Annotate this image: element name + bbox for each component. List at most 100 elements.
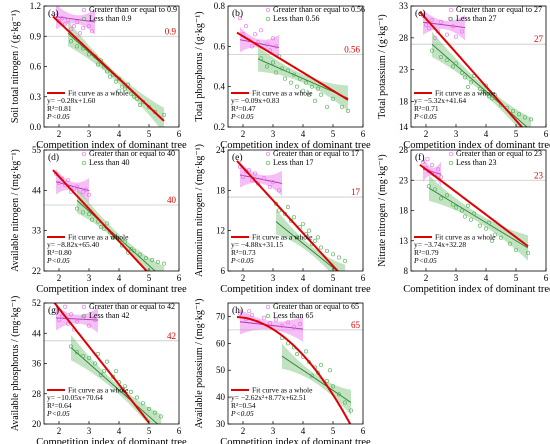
legend-label-high: Greater than or equal to 40: [89, 149, 175, 158]
point-low: [318, 362, 323, 367]
point-high: [81, 26, 86, 31]
point-low: [450, 64, 455, 69]
y-axis-label: Ammonium nitrogen / (mg·kg⁻¹): [194, 144, 205, 277]
fit-equation: y= −8.82x+65.40: [47, 240, 99, 249]
point-low: [528, 117, 533, 122]
point-low: [147, 406, 152, 411]
legend-marker-high: [448, 7, 454, 13]
plot-area: [44, 303, 179, 424]
point-low: [159, 414, 164, 419]
point-low: [297, 76, 302, 81]
panel-letter: (f): [415, 152, 425, 163]
point-low: [141, 401, 146, 406]
point-high: [93, 318, 98, 323]
y-axis-label: Available potassium / (mg·kg⁻¹): [194, 298, 205, 428]
point-low: [291, 215, 296, 220]
y-tick-label: 33: [399, 1, 409, 11]
point-low: [327, 368, 332, 373]
legend-fit-label: Fit curve as a whole: [68, 89, 129, 98]
x-tick-label: 3: [271, 426, 276, 436]
y-tick-label: 28: [399, 33, 409, 43]
low-group-confidence-band: [276, 208, 345, 271]
x-axis-label: Competition index of dominant tree: [36, 437, 187, 444]
point-high: [291, 325, 296, 330]
point-high: [75, 20, 80, 25]
point-low: [306, 228, 311, 233]
panel-letter: (h): [232, 305, 243, 316]
point-low: [102, 369, 107, 374]
legend-fit-label: Fit curve as a whole: [435, 89, 496, 98]
point-high: [444, 32, 449, 37]
legend-marker-low: [265, 16, 271, 22]
point-low: [294, 352, 299, 357]
point-low: [105, 69, 110, 74]
point-low: [153, 410, 158, 415]
point-high: [241, 174, 246, 179]
point-high: [253, 171, 258, 176]
y-tick-label: 0.4: [214, 82, 226, 92]
low-group-fit-line: [281, 355, 352, 403]
fit-r-squared: R²=0.47: [231, 104, 256, 113]
point-low: [87, 52, 92, 57]
threshold-label: 65: [351, 320, 361, 330]
legend-marker-low: [81, 313, 87, 319]
x-tick-label: 6: [361, 273, 366, 283]
legend-marker-high: [265, 151, 271, 157]
point-high: [450, 24, 455, 29]
point-low: [339, 104, 344, 109]
y-tick-label: 28: [399, 145, 409, 155]
point-high: [423, 23, 428, 28]
panel-g: 2 3 4 5 6 20 28 36 44 52 Competition index of domi…: [10, 296, 187, 444]
legend-marker-low: [81, 160, 87, 166]
x-axis-label: Competition index of dominant tree: [220, 140, 371, 151]
legend-marker-high: [265, 7, 271, 13]
point-low: [96, 62, 101, 67]
point-high: [56, 318, 61, 323]
legend-label-low: Less than 27: [456, 14, 496, 23]
x-tick-label: 2: [57, 129, 62, 139]
point-high: [238, 16, 243, 21]
point-high: [81, 190, 86, 195]
legend-label-low: Less than 40: [89, 158, 129, 167]
x-tick-label: 3: [87, 273, 92, 283]
point-low: [150, 257, 155, 262]
x-tick-label: 2: [241, 426, 246, 436]
x-tick-label: 2: [57, 273, 62, 283]
y-tick-label: 24: [216, 145, 226, 155]
fit-r-squared: R²=0.71: [414, 104, 439, 113]
point-low: [438, 196, 443, 201]
point-high: [238, 311, 243, 316]
point-low: [99, 225, 104, 230]
y-tick-label: 14: [399, 122, 409, 132]
point-high: [75, 184, 80, 189]
point-low: [480, 89, 485, 94]
point-low: [309, 84, 314, 89]
point-low: [459, 208, 464, 213]
y-tick-label: 13: [399, 236, 409, 246]
legend-marker-low: [81, 16, 87, 22]
point-low: [477, 223, 482, 228]
point-high: [420, 160, 425, 165]
point-low: [123, 384, 128, 389]
point-high: [267, 321, 272, 326]
legend-fit-label: Fit curve as a whole: [252, 386, 313, 395]
point-low: [87, 212, 92, 217]
x-axis-label: Competition index of dominant tree: [36, 284, 187, 295]
panel-letter: (c): [415, 8, 426, 19]
point-high: [72, 24, 77, 29]
fit-r-squared: R²=0.80: [47, 248, 72, 257]
legend-fit-label: Fit curve as a whole: [68, 233, 129, 242]
point-low: [291, 72, 296, 77]
point-low: [315, 235, 320, 240]
point-high: [425, 157, 430, 162]
y-tick-label: 30: [216, 419, 226, 429]
x-tick-label: 3: [271, 129, 276, 139]
legend-fit-label: Fit curve as a whole: [252, 233, 313, 242]
x-tick-label: 4: [484, 129, 489, 139]
panel-letter: (b): [232, 8, 243, 19]
y-tick-label: 40: [216, 392, 226, 402]
point-low: [138, 102, 143, 107]
overall-fit-curve: [419, 164, 529, 248]
point-low: [114, 369, 119, 374]
threshold-label: 23: [534, 170, 544, 180]
